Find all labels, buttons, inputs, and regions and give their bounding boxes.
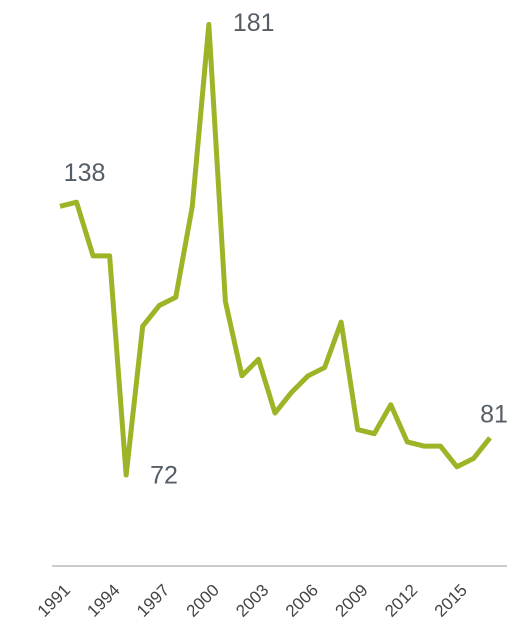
data-label: 72 <box>150 462 178 490</box>
x-tick-label: 2009 <box>332 581 372 621</box>
line <box>59 21 492 478</box>
data-label: 181 <box>233 9 275 37</box>
x-tick-label: 2012 <box>381 581 421 621</box>
data-label: 81 <box>480 400 507 428</box>
x-tick-label: 1991 <box>34 581 74 621</box>
data-label: 138 <box>64 159 106 187</box>
x-tick-label: 2000 <box>183 581 223 621</box>
x-tick-label: 1997 <box>133 581 173 621</box>
x-tick-label: 2003 <box>232 581 272 621</box>
x-tick-label: 2015 <box>431 581 471 621</box>
x-tick-label: 2006 <box>282 581 322 621</box>
x-tick-label: 1994 <box>83 581 123 621</box>
